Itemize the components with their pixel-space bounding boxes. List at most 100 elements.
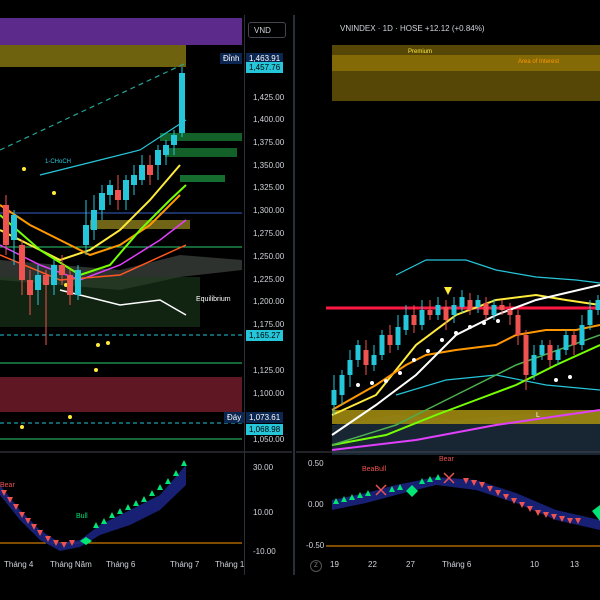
bull-diamond-icon xyxy=(406,485,418,497)
triangle-up-icon xyxy=(419,478,425,484)
area-of-interest-zone xyxy=(332,55,600,71)
candle-body xyxy=(59,265,65,275)
tradingview-logo[interactable]: Z xyxy=(310,560,322,572)
demand-zone xyxy=(0,377,242,412)
candle-body xyxy=(163,145,169,155)
cross-icon xyxy=(443,472,455,484)
level-l-label: L xyxy=(536,412,540,419)
area-of-interest-label: Area of Interest xyxy=(518,59,559,65)
triangle-down-icon xyxy=(471,480,477,486)
triangle-up-icon xyxy=(365,490,371,496)
candle-body xyxy=(451,305,457,315)
candle-body xyxy=(179,73,185,133)
time-label: Tháng 4 xyxy=(4,560,34,569)
ma-line-orange xyxy=(0,194,181,257)
triangle-down-icon xyxy=(511,498,517,504)
indicator-cloud xyxy=(0,465,186,551)
candle-body xyxy=(443,307,449,320)
candle-body xyxy=(563,335,569,350)
time-label: 10 xyxy=(530,560,539,569)
triangle-up-icon xyxy=(141,496,147,502)
triangle-down-icon xyxy=(13,504,19,510)
triangle-up-icon xyxy=(133,500,139,506)
candle-body xyxy=(459,297,465,307)
triangle-up-icon xyxy=(333,498,339,504)
premium-zone xyxy=(0,18,242,45)
right-chart-canvas[interactable]: Premium Area of Interest L BeaBull Bear xyxy=(296,15,600,575)
indicator-markers xyxy=(333,474,581,524)
candle-body xyxy=(523,335,529,375)
price-label: 1,200.00 xyxy=(253,297,285,306)
triangle-up-icon xyxy=(157,484,163,490)
trend-line xyxy=(0,62,187,151)
discount-zone xyxy=(0,277,200,327)
candle-body xyxy=(355,345,361,360)
trough-tag-value: 1,073.61 xyxy=(246,412,284,423)
indicator-cloud xyxy=(332,477,600,530)
pane-divider[interactable] xyxy=(293,15,295,575)
triangle-up-icon xyxy=(149,490,155,496)
triangle-down-icon xyxy=(69,540,75,546)
price-label: 1,250.00 xyxy=(253,252,285,261)
candle-body xyxy=(547,345,553,360)
triangle-down-icon xyxy=(31,524,37,530)
candle-body xyxy=(371,355,377,365)
candle-body xyxy=(35,275,41,290)
triangle-down-icon xyxy=(1,490,7,496)
triangle-down-icon xyxy=(519,502,525,508)
price-label: 1,125.00 xyxy=(253,366,285,375)
equilibrium-label: Equilibrium xyxy=(196,296,231,303)
currency-selector[interactable]: VND xyxy=(248,22,286,38)
time-label: Tháng 6 xyxy=(106,560,136,569)
indicator-axis-label: 10.00 xyxy=(253,508,274,517)
candle-body xyxy=(531,355,537,375)
left-chart-pane[interactable]: 1-CHoCH Equilibrium Bear Bull 1,425.00 1… xyxy=(0,15,292,575)
ma-line-red xyxy=(0,244,187,281)
triangle-down-icon xyxy=(479,482,485,488)
candle-body xyxy=(123,180,129,200)
order-block xyxy=(180,175,225,182)
area-of-interest-zone xyxy=(0,45,186,67)
candle-body xyxy=(403,315,409,330)
candle-body xyxy=(331,390,337,405)
peak-tag-value: 1,463.91 xyxy=(246,53,284,64)
symbol-legend[interactable]: VNINDEX · 1D · HOSE +12.12 (+0.84%) xyxy=(340,24,485,33)
triangle-down-icon xyxy=(551,514,557,520)
candle-body xyxy=(539,345,545,355)
triangle-down-icon xyxy=(527,506,533,512)
left-chart-canvas[interactable]: 1-CHoCH Equilibrium Bear Bull xyxy=(0,15,292,575)
candle-body xyxy=(427,310,433,315)
candle-body xyxy=(171,135,177,145)
candle-body xyxy=(411,315,417,325)
triangle-down-icon xyxy=(495,490,501,496)
right-chart-pane[interactable]: Premium Area of Interest L BeaBull Bear … xyxy=(296,15,600,575)
candle-body xyxy=(75,270,81,295)
candle-body xyxy=(491,305,497,315)
time-label: Tháng Năm xyxy=(50,560,92,569)
triangle-up-icon xyxy=(341,496,347,502)
order-block xyxy=(90,220,190,229)
candle-body xyxy=(147,165,153,175)
price-label: 1,375.00 xyxy=(253,138,285,147)
premium-label: Premium xyxy=(408,49,432,55)
candle-body xyxy=(3,205,9,245)
triangle-down-icon xyxy=(19,512,25,518)
price-label: 1,350.00 xyxy=(253,161,285,170)
candle-body xyxy=(107,185,113,195)
price-label: 1,050.00 xyxy=(253,435,285,444)
candle-body xyxy=(347,360,353,375)
triangle-down-icon xyxy=(53,540,59,546)
triangle-down-icon xyxy=(503,494,509,500)
candle-body xyxy=(339,375,345,395)
candle-body xyxy=(571,335,577,345)
cross-icon xyxy=(375,484,387,496)
ma-line-purple xyxy=(331,409,600,451)
candle-body xyxy=(363,350,369,365)
time-label: Tháng 1 xyxy=(215,560,245,569)
beabull-label: BeaBull xyxy=(362,466,387,473)
triangle-up-icon xyxy=(427,476,433,482)
indicator-axis-label: 0.00 xyxy=(308,500,324,509)
bull-diamond-icon xyxy=(80,537,92,545)
triangle-up-icon xyxy=(397,484,403,490)
time-label: 22 xyxy=(368,560,377,569)
